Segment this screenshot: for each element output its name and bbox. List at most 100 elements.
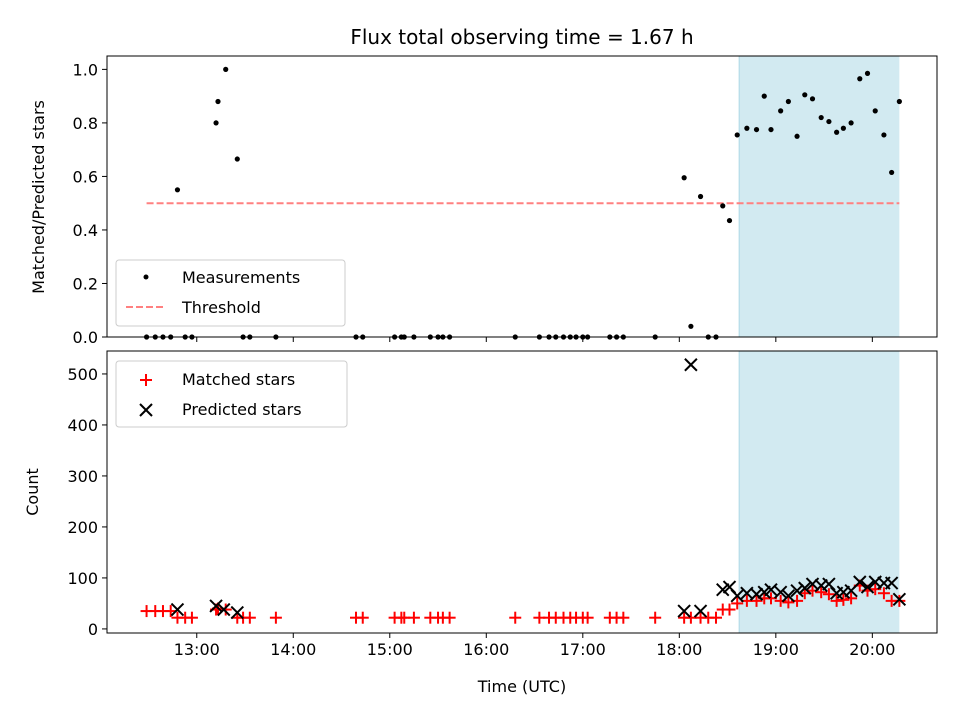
measurement-point — [234, 156, 240, 162]
matched-star-point — [822, 588, 835, 601]
measurement-point — [697, 193, 704, 200]
matched-star-point — [443, 611, 456, 624]
matched-star-point — [830, 594, 843, 607]
count-axis-ticks: 0 100 200 300 400 500 13:00 14:00 15:00 16:00 17:0… — [67, 365, 895, 659]
predicted-star-point — [798, 581, 812, 595]
legend-matched-marker — [140, 374, 152, 386]
predicted-star-point — [860, 580, 875, 594]
count-legend-box — [115, 360, 348, 428]
measurement-point — [848, 120, 854, 126]
measurement-point — [881, 132, 887, 138]
measurement-point — [809, 96, 816, 102]
measurement-point — [734, 132, 740, 138]
matched-star-point — [709, 611, 722, 624]
measurement-point — [213, 120, 219, 126]
measurement-point — [872, 108, 878, 114]
ratio-legend-box — [115, 259, 346, 327]
count-ytick-label: 300 — [67, 467, 98, 486]
measurement-point — [174, 187, 181, 193]
legend-predicted-marker — [139, 403, 153, 417]
ratio-ytick-label: 0.8 — [73, 114, 98, 133]
count-ytick-label: 200 — [67, 518, 98, 537]
xtick-label: 15:00 — [367, 640, 413, 659]
predicted-star-point — [217, 602, 231, 617]
predicted-star-point — [684, 358, 698, 372]
predicted-star-point — [693, 604, 708, 618]
legend-predicted-label: Predicted stars — [182, 400, 302, 419]
ratio-axes-frame — [106, 55, 938, 338]
measurement-point — [223, 66, 229, 72]
xtick-label: 17:00 — [560, 640, 606, 659]
measurement-point — [681, 175, 687, 181]
count-ytick-label: 100 — [67, 569, 98, 588]
matched-star-point — [837, 593, 850, 606]
matched-star-point — [649, 611, 662, 624]
ratio-ytick-label: 0.4 — [73, 221, 98, 240]
count-ytick-label: 0 — [88, 620, 98, 639]
measurement-point — [761, 93, 767, 99]
xtick-label: 16:00 — [463, 640, 509, 659]
ratio-y-axis-label: Matched/Predicted stars — [29, 100, 48, 294]
ratio-axis-ticks: 0.0 0.2 0.4 0.6 0.8 1.0 — [73, 60, 873, 347]
legend-matched-label: Matched stars — [182, 370, 295, 389]
count-panel: 0 100 200 300 400 500 13:00 14:00 15:00 16:00 17:0… — [23, 350, 938, 696]
measurement-point — [896, 98, 902, 105]
measurement-point — [802, 92, 808, 98]
measurement-point — [785, 98, 791, 105]
count-ytick-label: 400 — [67, 416, 98, 435]
matched-star-point — [869, 583, 882, 596]
predicted-star-point — [230, 605, 244, 620]
count-y-axis-label: Count — [23, 468, 42, 516]
matched-star-point — [893, 594, 906, 607]
measurement-point — [826, 118, 832, 125]
ratio-ytick-label: 0.0 — [73, 328, 98, 347]
predicted-star-point — [822, 577, 836, 591]
matched-star-point — [581, 611, 594, 624]
xtick-label: 20:00 — [849, 640, 895, 659]
matched-star-point — [185, 611, 198, 624]
count-legend: Matched stars Predicted stars — [115, 360, 348, 428]
matched-star-point — [731, 597, 744, 610]
matched-star-point — [269, 611, 282, 624]
measurement-point — [744, 125, 750, 131]
xtick-label: 13:00 — [174, 640, 220, 659]
predicted-star-point — [892, 592, 907, 607]
matched-star-point — [356, 611, 369, 624]
predicted-star-point — [730, 589, 744, 603]
ratio-legend: Measurements Threshold — [115, 259, 346, 327]
chart-title: Flux total observing time = 1.67 h — [350, 25, 693, 49]
observing-window-shade — [739, 56, 900, 337]
matched-star-point — [815, 586, 828, 599]
predicted-star-point — [884, 576, 899, 590]
measurement-point — [215, 98, 221, 105]
predicted-star-point — [209, 599, 223, 613]
predicted-star-point — [773, 585, 788, 599]
xtick-label: 14:00 — [270, 640, 316, 659]
ratio-ytick-label: 0.2 — [73, 274, 98, 293]
count-axes-frame — [106, 350, 938, 634]
measurement-point — [818, 114, 824, 121]
measurement-point — [834, 129, 840, 135]
matched-star-point — [617, 611, 630, 624]
xtick-label: 19:00 — [753, 640, 799, 659]
ratio-ytick-label: 1.0 — [73, 60, 98, 79]
predicted-star-point — [853, 575, 867, 589]
predicted-star-point — [749, 587, 764, 601]
measurement-point — [864, 70, 871, 76]
measurement-point — [688, 323, 694, 329]
xtick-label: 18:00 — [656, 640, 702, 659]
measurement-point — [753, 126, 760, 133]
legend-threshold-label: Threshold — [181, 298, 261, 317]
measurement-point — [840, 125, 846, 131]
matched-star-point — [723, 603, 736, 616]
matched-star-point — [509, 611, 522, 624]
legend-measurements-label: Measurements — [182, 268, 300, 287]
matched-star-point — [407, 611, 420, 624]
matched-star-point — [750, 594, 763, 607]
measurement-point — [720, 203, 726, 209]
matched-star-point — [243, 611, 256, 624]
measurement-point — [794, 133, 800, 139]
predicted-star-point — [790, 583, 804, 598]
measurement-point — [768, 126, 774, 133]
